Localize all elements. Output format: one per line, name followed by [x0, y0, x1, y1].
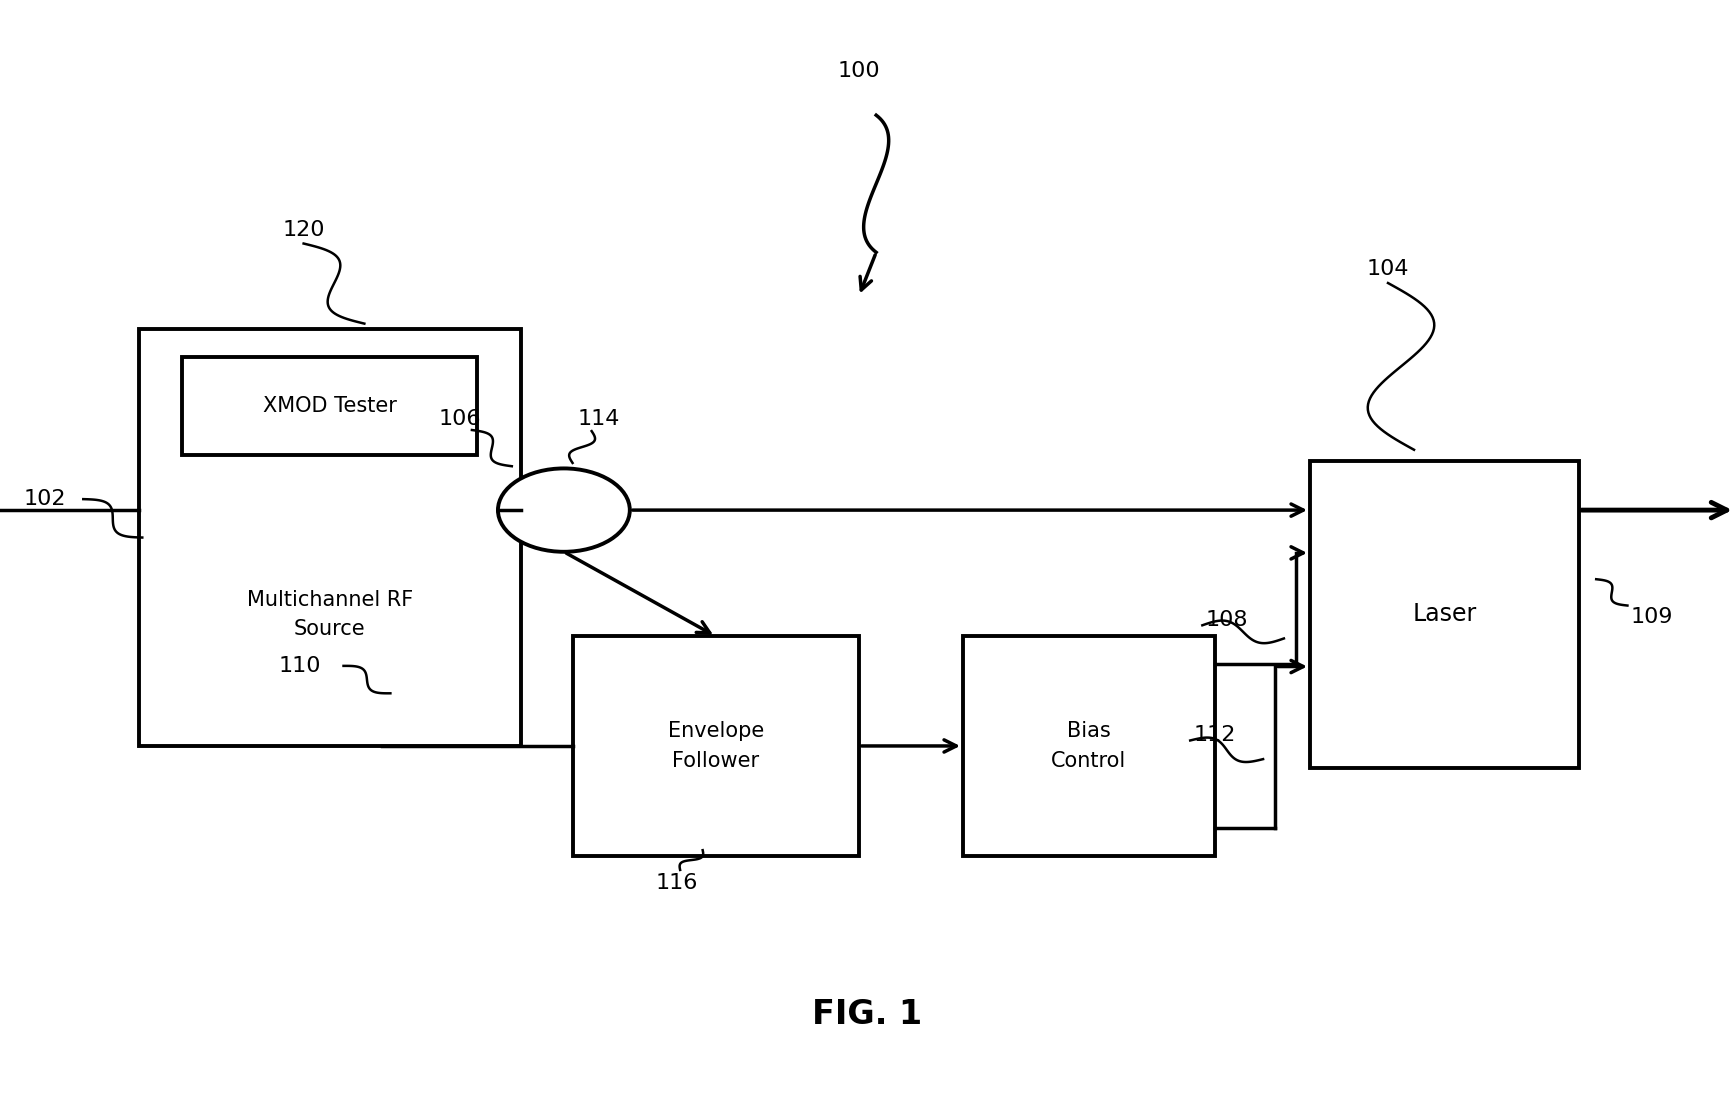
Text: 120: 120	[283, 220, 324, 240]
Text: Laser: Laser	[1412, 602, 1476, 626]
Text: Envelope
Follower: Envelope Follower	[668, 721, 763, 771]
Text: Bias
Control: Bias Control	[1051, 721, 1126, 771]
Circle shape	[498, 468, 630, 552]
Text: 109: 109	[1631, 607, 1673, 626]
Text: 110: 110	[279, 656, 321, 676]
Text: 102: 102	[24, 489, 66, 509]
Text: 106: 106	[439, 409, 481, 429]
Text: 100: 100	[838, 61, 880, 81]
Text: 114: 114	[578, 409, 619, 429]
Text: FIG. 1: FIG. 1	[812, 998, 923, 1031]
Text: 112: 112	[1194, 725, 1235, 745]
Bar	[963, 636, 1214, 856]
Bar	[139, 329, 520, 746]
Text: 108: 108	[1206, 610, 1247, 630]
Text: XMOD Tester: XMOD Tester	[262, 396, 397, 416]
Text: 104: 104	[1367, 259, 1409, 279]
Bar	[573, 636, 859, 856]
Text: Multichannel RF
Source: Multichannel RF Source	[246, 589, 413, 640]
Bar	[1310, 461, 1579, 768]
Text: 116: 116	[656, 873, 697, 893]
Bar	[182, 357, 477, 455]
